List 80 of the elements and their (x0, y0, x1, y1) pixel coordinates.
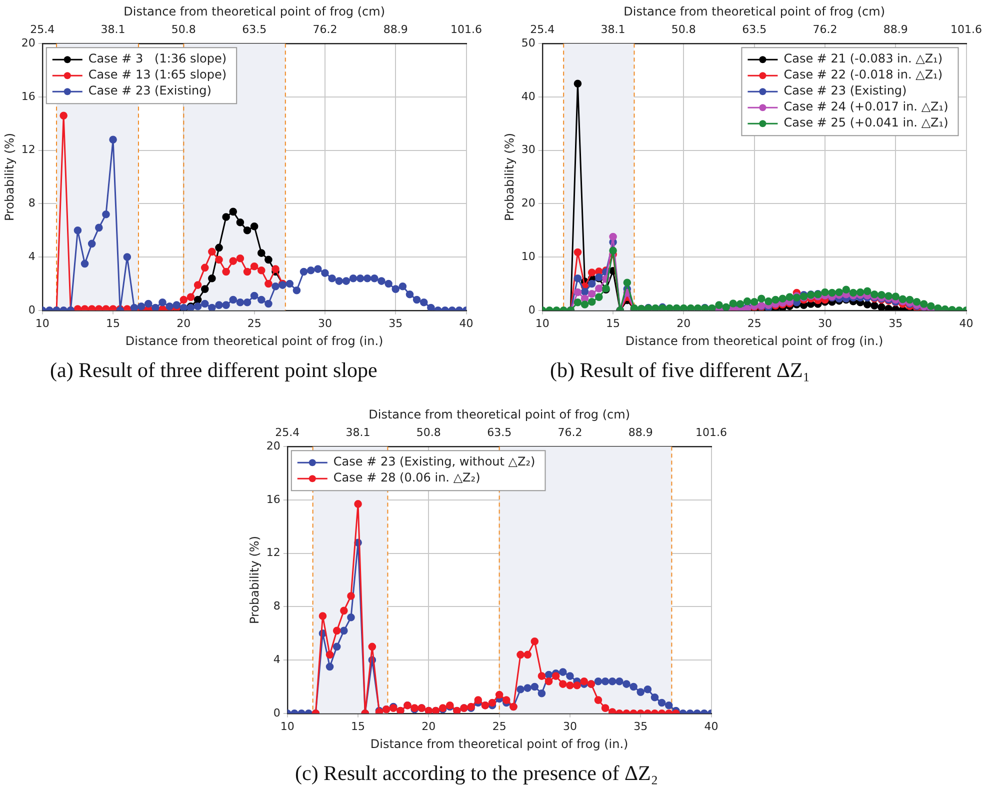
x2-tick-label: 25.4 (30, 22, 55, 36)
y-tick-label: 20 (21, 36, 36, 50)
x2-tick-label: 63.5 (487, 426, 512, 439)
text: (b) Result of five different ΔZ₁ (550, 358, 812, 383)
x2-tick-label: 50.8 (171, 22, 196, 36)
y-tick-label: 20 (521, 196, 536, 210)
x2-tick-label: 25.4 (275, 426, 300, 439)
x2-tick-label: 88.9 (628, 426, 653, 439)
x-tick-label: 10 (535, 316, 550, 330)
x2-tick-label: 101.6 (450, 22, 482, 36)
x-tick-label: 15 (606, 316, 620, 330)
legend-label: Case # 3 (1:36 slope) (88, 52, 227, 66)
y-tick-label: 8 (28, 196, 36, 210)
x2-tick-label: 88.9 (383, 22, 408, 36)
x-tick-label: 25 (747, 316, 762, 330)
y-axis-title: Probability (%) (502, 132, 516, 222)
y-tick-label: 4 (28, 250, 36, 263)
legend-label: Case # 22 (-0.018 in. △Z₁) (784, 68, 943, 82)
y-tick-label: 16 (21, 90, 36, 103)
x-tick-label: 35 (388, 316, 403, 330)
x-tick-label: 25 (492, 720, 506, 733)
y-tick-label: 30 (521, 143, 536, 156)
x-tick-label: 25 (247, 316, 262, 330)
x-tick-label: 40 (704, 720, 718, 733)
x2-tick-label: 38.1 (600, 22, 626, 36)
y-tick-label: 16 (266, 492, 280, 506)
legend-label: Case # 23 (Existing, without △Z₂) (333, 454, 536, 469)
text: (c) Result according to the presence of ΔZ₂ (295, 761, 660, 786)
legend-label: Case # 25 (+0.041 in. △Z₁) (784, 116, 948, 130)
x2-tick-label: 38.1 (100, 22, 126, 36)
x-tick-label: 35 (888, 316, 903, 330)
x2-tick-label: 101.6 (696, 426, 728, 439)
y-axis-title: Probability (%) (2, 132, 16, 222)
y-tick-label: 0 (28, 303, 36, 316)
x-tick-label: 30 (318, 316, 332, 330)
y-tick-label: 50 (521, 36, 536, 50)
y-tick-label: 0 (273, 706, 280, 720)
legend-label: Case # 21 (-0.083 in. △Z₁) (784, 52, 943, 66)
x-tick-label: 15 (351, 720, 366, 733)
y-axis-title: Probability (%) (247, 536, 262, 624)
x-tick-label: 35 (634, 720, 648, 733)
x-tick-label: 40 (959, 316, 974, 330)
y-tick-label: 8 (273, 600, 280, 613)
y-tick-label: 40 (521, 90, 536, 103)
y-tick-label: 12 (21, 143, 36, 156)
y-tick-label: 10 (521, 250, 536, 263)
x2-axis-title: Distance from theoretical point of frog (cm) (124, 4, 386, 18)
x2-tick-label: 76.2 (812, 22, 838, 36)
legend-label: Case # 23 (Existing) (88, 84, 212, 98)
y-tick-label: 0 (528, 303, 536, 316)
x-tick-label: 40 (459, 316, 474, 330)
x2-tick-label: 101.6 (950, 22, 982, 36)
text: (a) Result of three different point slope (50, 358, 378, 383)
x-tick-label: 20 (176, 316, 191, 330)
x2-axis-title: Distance from theoretical point of frog (cm) (368, 407, 630, 422)
x2-tick-label: 38.1 (346, 426, 370, 439)
x-tick-label: 20 (676, 316, 691, 330)
x-tick-label: 30 (818, 316, 832, 330)
x2-tick-label: 63.5 (242, 22, 267, 36)
x2-tick-label: 50.8 (671, 22, 696, 36)
x-axis-title: Distance from theoretical point of frog (in.) (370, 736, 628, 751)
x2-tick-label: 50.8 (416, 426, 441, 439)
legend-label: Case # 23 (Existing) (784, 84, 907, 98)
x-tick-label: 30 (562, 720, 577, 733)
x-tick-label: 15 (106, 316, 120, 330)
legend-label: Case # 28 (0.06 in. △Z₂) (333, 470, 480, 485)
y-tick-label: 4 (273, 652, 280, 666)
legend-label: Case # 13 (1:65 slope) (88, 68, 227, 82)
x-axis-title: Distance from theoretical point of frog (in.) (625, 334, 884, 348)
legend-label: Case # 24 (+0.017 in. △Z₁) (784, 100, 948, 114)
x-axis-title: Distance from theoretical point of frog (in.) (125, 334, 384, 348)
x2-tick-label: 88.9 (883, 22, 908, 36)
x2-tick-label: 63.5 (742, 22, 767, 36)
y-tick-label: 12 (266, 546, 280, 560)
y-tick-label: 20 (266, 439, 280, 452)
x2-tick-label: 25.4 (530, 22, 555, 36)
x-tick-label: 20 (422, 720, 436, 733)
x2-tick-label: 76.2 (558, 426, 582, 439)
x2-tick-label: 76.2 (312, 22, 338, 36)
x2-axis-title: Distance from theoretical point of frog (cm) (624, 4, 886, 18)
